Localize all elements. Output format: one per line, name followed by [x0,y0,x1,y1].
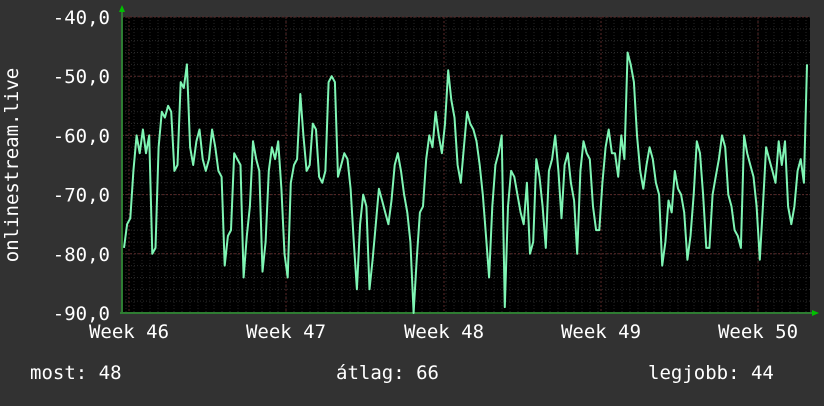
y-axis-label: onlinestream.live [1,68,23,262]
stat-atlag: átlag: 66 [336,362,439,384]
y-tick-label: -60,0 [53,125,110,147]
y-tick-label: -50,0 [53,66,110,88]
x-tick-label: Week 48 [404,321,484,343]
x-axis-arrow-icon [812,310,819,316]
axis-layer [119,5,819,316]
y-tick-label: -90,0 [53,303,110,325]
y-tick-label: -80,0 [53,244,110,266]
plot-background [122,17,810,312]
x-tick-label: Week 50 [718,321,798,343]
y-axis-arrow-icon [119,5,125,12]
x-tick-label: Week 49 [561,321,641,343]
stat-legjobb: legjobb: 44 [648,362,774,384]
grid-layer [122,16,810,314]
y-tick-label: -70,0 [53,185,110,207]
x-tick-label: Week 46 [89,321,169,343]
y-tick-label: -40,0 [53,7,110,29]
series-layer [123,51,808,314]
x-tick-label: Week 47 [246,321,326,343]
stat-most: most: 48 [30,362,122,384]
series-line [123,51,808,314]
